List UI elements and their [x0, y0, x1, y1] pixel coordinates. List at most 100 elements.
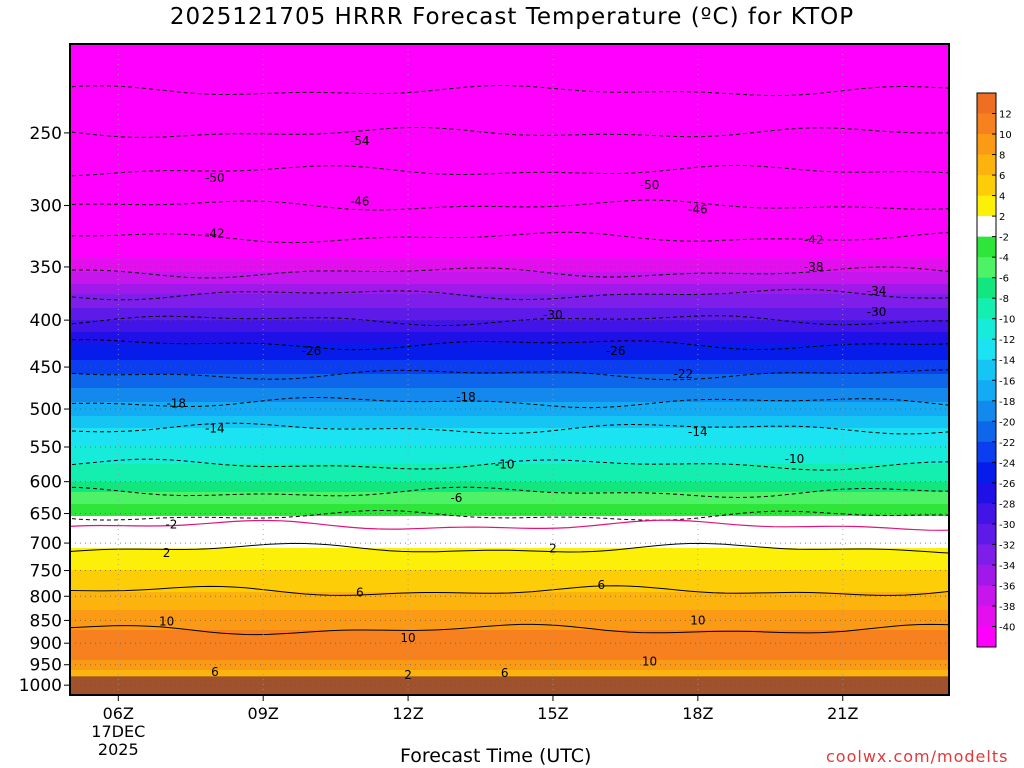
fill-strip	[70, 110, 949, 113]
colorbar-swatch	[977, 113, 996, 135]
fill-strip	[70, 98, 949, 101]
colorbar-swatch	[977, 93, 996, 115]
contour-line	[70, 486, 949, 499]
fill-strip	[70, 478, 949, 481]
fill-strip	[70, 578, 949, 581]
fill-strip	[70, 316, 949, 319]
isotherm-contours	[70, 84, 949, 636]
fill-strip	[70, 524, 949, 527]
fill-strip	[70, 538, 949, 541]
contour-line	[70, 422, 949, 435]
fill-strip	[70, 622, 949, 625]
y-tick-label: 450	[30, 358, 62, 378]
fill-strip	[70, 462, 949, 465]
fill-strip	[70, 340, 949, 343]
colorbar-swatch	[977, 421, 996, 443]
fill-strip	[70, 572, 949, 575]
fill-strip	[70, 512, 949, 515]
contour-label: -10	[785, 452, 805, 466]
fill-strip	[70, 596, 949, 599]
fill-strip	[70, 224, 949, 227]
fill-strip	[70, 646, 949, 649]
fill-strip	[70, 284, 949, 287]
fill-strip	[70, 550, 949, 553]
fill-strip	[70, 126, 949, 129]
fill-strip	[70, 614, 949, 617]
fill-strip	[70, 264, 949, 267]
fill-strip	[70, 212, 949, 215]
contour-label: -10	[495, 458, 515, 472]
x-date-label: 2025	[98, 740, 139, 759]
fill-strip	[70, 412, 949, 415]
fill-strip	[70, 658, 949, 661]
contour-line	[70, 396, 949, 409]
fill-strip	[70, 64, 949, 67]
fill-strip	[70, 522, 949, 525]
colorbar-label: -34	[999, 561, 1015, 572]
colorbar-swatch	[977, 339, 996, 361]
fill-strip	[70, 252, 949, 255]
y-tick-label: 250	[30, 124, 62, 144]
colorbar-swatch	[977, 195, 996, 217]
colorbar-swatch	[977, 626, 996, 648]
fill-strip	[70, 650, 949, 653]
y-tick-label: 950	[30, 656, 62, 676]
fill-strip	[70, 154, 949, 157]
fill-strip	[70, 458, 949, 461]
credit-link[interactable]: coolwx.com/modelts	[826, 747, 1009, 766]
fill-strip	[70, 78, 949, 81]
fill-strip	[70, 580, 949, 583]
fill-strip	[70, 162, 949, 165]
colorbar-label: -10	[999, 315, 1015, 326]
fill-strip	[70, 360, 949, 363]
fill-strip	[70, 170, 949, 173]
fill-strip	[70, 338, 949, 341]
fill-strip	[70, 334, 949, 337]
fill-strip	[70, 444, 949, 447]
fill-strip	[70, 466, 949, 469]
fill-strip	[70, 540, 949, 543]
colorbar-swatch	[977, 154, 996, 176]
x-tick-label: 15Z	[537, 704, 568, 723]
fill-strip	[70, 534, 949, 537]
fill-strip	[70, 570, 949, 573]
fill-strip	[70, 330, 949, 333]
fill-strip	[70, 450, 949, 453]
colorbar-swatch	[977, 277, 996, 299]
contour-line	[70, 369, 949, 381]
colorbar-legend: 12 10 8 6 4 2 -2 -4 -6 -8 -10 -12 -14 -16 -18 -20 -22 -24…	[976, 92, 1015, 648]
fill-strip	[70, 122, 949, 125]
fill-strip	[70, 84, 949, 87]
fill-strip	[70, 500, 949, 503]
colorbar-swatch	[977, 585, 996, 607]
fill-strip	[70, 546, 949, 549]
fill-strip	[70, 630, 949, 633]
fill-strip	[70, 312, 949, 315]
fill-strip	[70, 598, 949, 601]
fill-strip	[70, 58, 949, 61]
fill-strip	[70, 220, 949, 223]
colorbar-swatch	[977, 400, 996, 422]
fill-strip	[70, 156, 949, 159]
fill-strip	[70, 192, 949, 195]
contour-label: -54	[350, 134, 370, 148]
contour-line	[70, 266, 949, 279]
colorbar-label: 8	[999, 151, 1005, 162]
contour-label: -50	[205, 171, 225, 185]
colorbar-label: -16	[999, 376, 1015, 387]
contour-label: -26	[302, 344, 322, 358]
fill-strip	[70, 294, 949, 297]
y-tick-label: 650	[30, 505, 62, 525]
contour-label: 2	[549, 542, 557, 556]
fill-strip	[70, 146, 949, 149]
colorbar-swatch	[977, 298, 996, 320]
ground-fill	[70, 676, 949, 695]
fill-strip	[70, 354, 949, 357]
contour-label: -46	[688, 202, 708, 216]
fill-strip	[70, 118, 949, 121]
y-tick-label: 700	[30, 534, 62, 554]
contour-label: -42	[205, 227, 225, 241]
fill-strip	[70, 672, 949, 675]
fill-strip	[70, 342, 949, 345]
fill-strip	[70, 668, 949, 671]
